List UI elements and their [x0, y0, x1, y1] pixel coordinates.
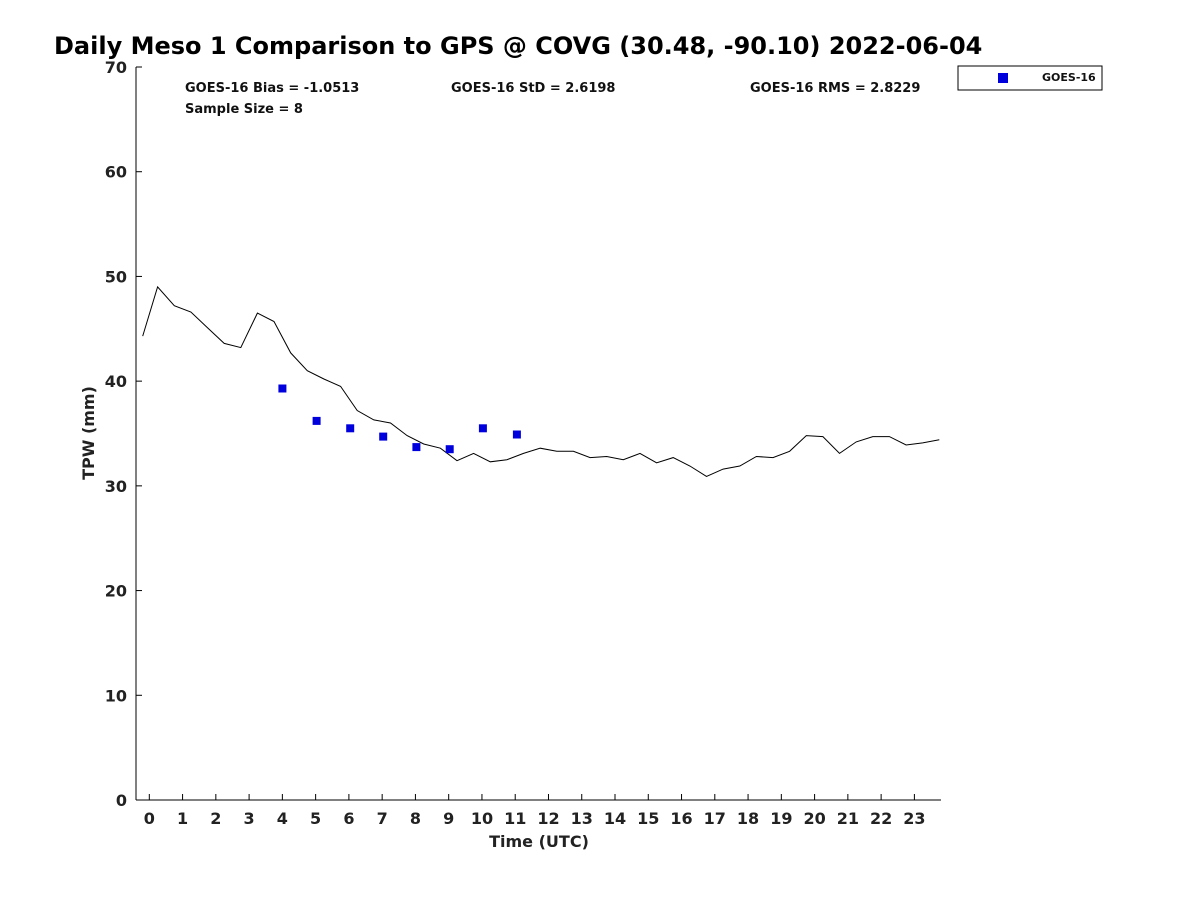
x-axis-ticks: 0 1 2 3 4 5 6 7 8 9 10 11 12 13 14 15 16 17 18 19 20 21 22 23	[144, 794, 926, 828]
goes16-point	[412, 443, 421, 452]
goes16-point	[312, 416, 321, 425]
x-tick-label: 17	[704, 809, 726, 828]
x-tick-label: 2	[210, 809, 221, 828]
x-tick-label: 9	[443, 809, 454, 828]
x-tick-label: 13	[571, 809, 593, 828]
y-tick-label: 0	[116, 791, 127, 810]
legend-box	[957, 65, 1103, 91]
y-tick-label: 30	[105, 477, 127, 496]
axes	[135, 67, 941, 801]
y-axis-ticks: 0 10 20 30 40 50 60 70	[105, 58, 142, 810]
x-tick-label: 22	[870, 809, 892, 828]
bias-stat: GOES-16 Bias = -1.0513	[185, 81, 359, 96]
gps-line	[142, 285, 940, 477]
x-tick-label: 16	[670, 809, 692, 828]
x-tick-label: 0	[144, 809, 155, 828]
chart-title: Daily Meso 1 Comparison to GPS @ COVG (3…	[54, 32, 982, 60]
x-tick-label: 14	[604, 809, 626, 828]
x-tick-label: 10	[471, 809, 493, 828]
x-tick-label: 4	[277, 809, 288, 828]
y-tick-label: 40	[105, 372, 127, 391]
goes16-point	[346, 424, 355, 433]
y-tick-label: 50	[105, 267, 127, 286]
y-tick-label: 60	[105, 163, 127, 182]
x-tick-label: 1	[177, 809, 188, 828]
goes16-point	[278, 384, 287, 393]
y-tick-label: 20	[105, 582, 127, 601]
legend-label: GOES-16	[1042, 71, 1096, 84]
x-tick-label: 20	[803, 809, 825, 828]
x-tick-label: 21	[837, 809, 859, 828]
y-tick-label: 10	[105, 686, 127, 705]
goes16-point	[478, 424, 487, 433]
x-tick-label: 8	[410, 809, 421, 828]
x-axis-label: Time (UTC)	[489, 832, 589, 851]
x-tick-label: 11	[504, 809, 526, 828]
x-tick-label: 3	[244, 809, 255, 828]
x-tick-label: 12	[537, 809, 559, 828]
sample-size-stat: Sample Size = 8	[185, 102, 303, 117]
x-tick-label: 6	[343, 809, 354, 828]
plot-marks	[142, 285, 940, 477]
x-tick-label: 15	[637, 809, 659, 828]
rms-stat: GOES-16 RMS = 2.8229	[750, 81, 920, 96]
legend: GOES-16	[957, 65, 1103, 91]
x-tick-label: 5	[310, 809, 321, 828]
x-tick-label: 23	[903, 809, 925, 828]
x-tick-label: 18	[737, 809, 759, 828]
y-axis-label: TPW (mm)	[79, 386, 98, 480]
goes16-point	[379, 432, 388, 441]
goes16-point	[445, 445, 454, 454]
x-tick-label: 19	[770, 809, 792, 828]
y-tick-label: 70	[105, 58, 127, 77]
legend-marker	[998, 73, 1008, 83]
std-stat: GOES-16 StD = 2.6198	[451, 81, 615, 96]
x-tick-label: 7	[377, 809, 388, 828]
goes16-point	[512, 430, 521, 439]
